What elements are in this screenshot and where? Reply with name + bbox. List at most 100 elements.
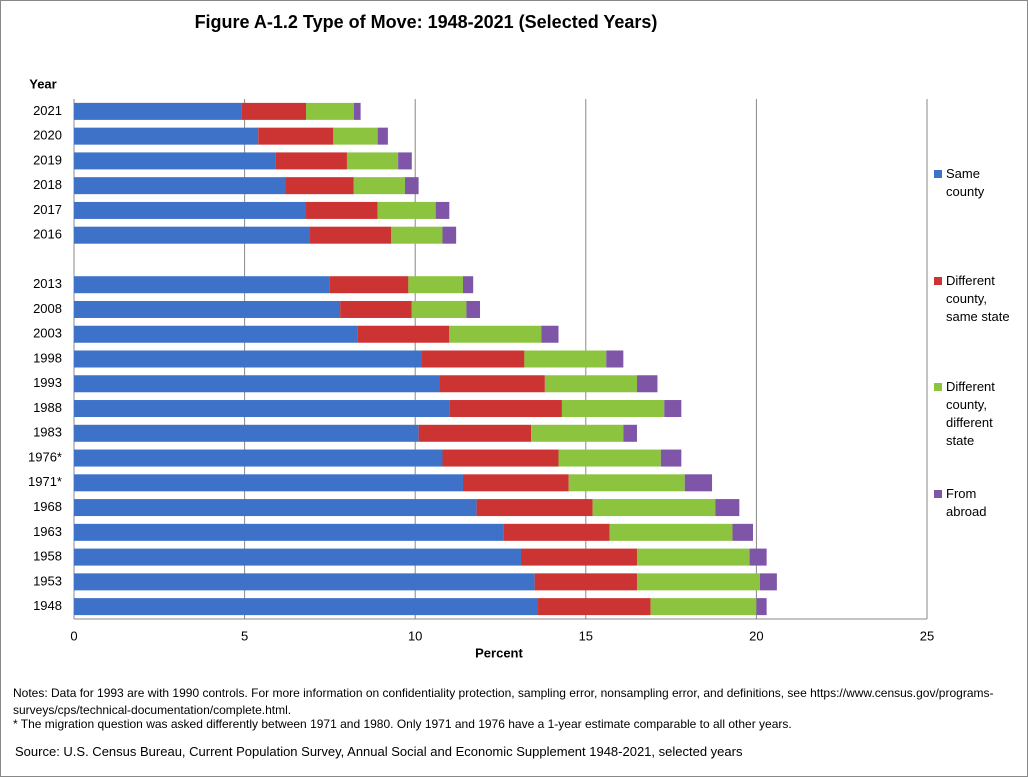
bar-segment (462, 276, 474, 294)
bar-segment (756, 598, 767, 616)
bar-segment (568, 474, 685, 492)
x-tick-label: 10 (408, 628, 422, 643)
bar-segment (466, 300, 481, 318)
source: Source: U.S. Census Bureau, Current Popu… (15, 744, 743, 759)
bar-segment (418, 424, 532, 442)
bar-segment (74, 523, 504, 541)
bar-segment (309, 226, 392, 244)
bar-segment (462, 474, 569, 492)
bar-segment (606, 350, 624, 368)
bar-segment (442, 449, 559, 467)
bar-segment (74, 375, 440, 393)
bar-segment (74, 276, 330, 294)
bar-segment (285, 177, 354, 195)
note: * The migration question was asked diffe… (13, 717, 792, 731)
bar-segment (377, 127, 388, 145)
y-tick-label: 1988 (33, 400, 62, 415)
x-tick-label: 15 (579, 628, 593, 643)
legend-label: Different county, same state (946, 273, 1010, 324)
bar-segment (636, 573, 760, 591)
y-tick-label: 2021 (33, 103, 62, 118)
y-tick-label: 1953 (33, 573, 62, 588)
bar-segment (715, 499, 740, 517)
y-tick-label: 1958 (33, 549, 62, 564)
bar-segment (377, 201, 436, 219)
bar-segment (684, 474, 713, 492)
x-tick-label: 25 (920, 628, 934, 643)
y-tick-label: 1976* (28, 449, 62, 464)
legend-item: From abroad (934, 485, 1014, 521)
x-axis-label: Percent (475, 645, 523, 660)
bar-segment (275, 152, 347, 170)
bar-segment (74, 424, 419, 442)
bar-segment (74, 350, 423, 368)
bar-segment (749, 548, 767, 566)
bar-segment (333, 127, 378, 145)
bar-segment (74, 300, 341, 318)
bar-segment (732, 523, 753, 541)
bar-segment (660, 449, 682, 467)
bar-segment (74, 449, 443, 467)
legend-swatch (934, 170, 942, 178)
bar-segment (353, 102, 361, 120)
bar-segment (306, 201, 378, 219)
legend-label: From abroad (946, 486, 987, 519)
y-tick-label: 2013 (33, 276, 62, 291)
bar-segment (435, 201, 450, 219)
bar-segment (664, 400, 682, 418)
bar-segment (74, 548, 521, 566)
bar-segment (408, 276, 463, 294)
bar-segment (346, 152, 399, 170)
y-tick-label: 2017 (33, 202, 62, 217)
y-tick-label: 2003 (33, 326, 62, 341)
legend-swatch (934, 490, 942, 498)
legend-label: Same county (946, 166, 985, 199)
bar-segment (357, 325, 450, 343)
y-tick-label: 1971* (28, 474, 62, 489)
bar-segment (404, 177, 419, 195)
bar-segment (449, 400, 562, 418)
legend-item: Different county, different state (934, 378, 1014, 450)
bar-segment (74, 127, 259, 145)
y-tick-label: 2008 (33, 301, 62, 316)
bar-segment (442, 226, 457, 244)
bar-segment (544, 375, 637, 393)
bar-segment (74, 201, 307, 219)
y-tick-label: 1983 (33, 425, 62, 440)
x-tick-label: 5 (241, 628, 248, 643)
bar-segment (636, 375, 658, 393)
bar-segment (449, 325, 542, 343)
y-tick-label: 1998 (33, 350, 62, 365)
legend-item: Different county, same state (934, 272, 1014, 326)
bar-segment (476, 499, 593, 517)
bar-segment (520, 548, 637, 566)
bar-segment (306, 102, 354, 120)
bar-segment (74, 474, 463, 492)
bar-segment (241, 102, 307, 120)
bar-segment (609, 523, 733, 541)
bar-segment (391, 226, 443, 244)
bar-segment (74, 499, 477, 517)
x-tick-label: 0 (70, 628, 77, 643)
bar-segment (623, 424, 637, 442)
bar-segment (422, 350, 525, 368)
legend-swatch (934, 383, 942, 391)
bar-segment (558, 449, 661, 467)
y-tick-label: 1963 (33, 524, 62, 539)
bar-segment (74, 573, 535, 591)
bar-segment (329, 276, 409, 294)
chart-title: Figure A-1.2 Type of Move: 1948-2021 (Se… (195, 12, 658, 32)
bar-segment (636, 548, 750, 566)
y-tick-label: 2018 (33, 177, 62, 192)
bar-segment (74, 325, 358, 343)
bar-segment (74, 177, 286, 195)
y-axis-label: Year (29, 76, 56, 91)
bar-segment (439, 375, 545, 393)
y-tick-label: 2019 (33, 152, 62, 167)
bar-segment (340, 300, 412, 318)
bar-segment (534, 573, 637, 591)
bar-segment (650, 598, 757, 616)
y-tick-label: 2016 (33, 227, 62, 242)
